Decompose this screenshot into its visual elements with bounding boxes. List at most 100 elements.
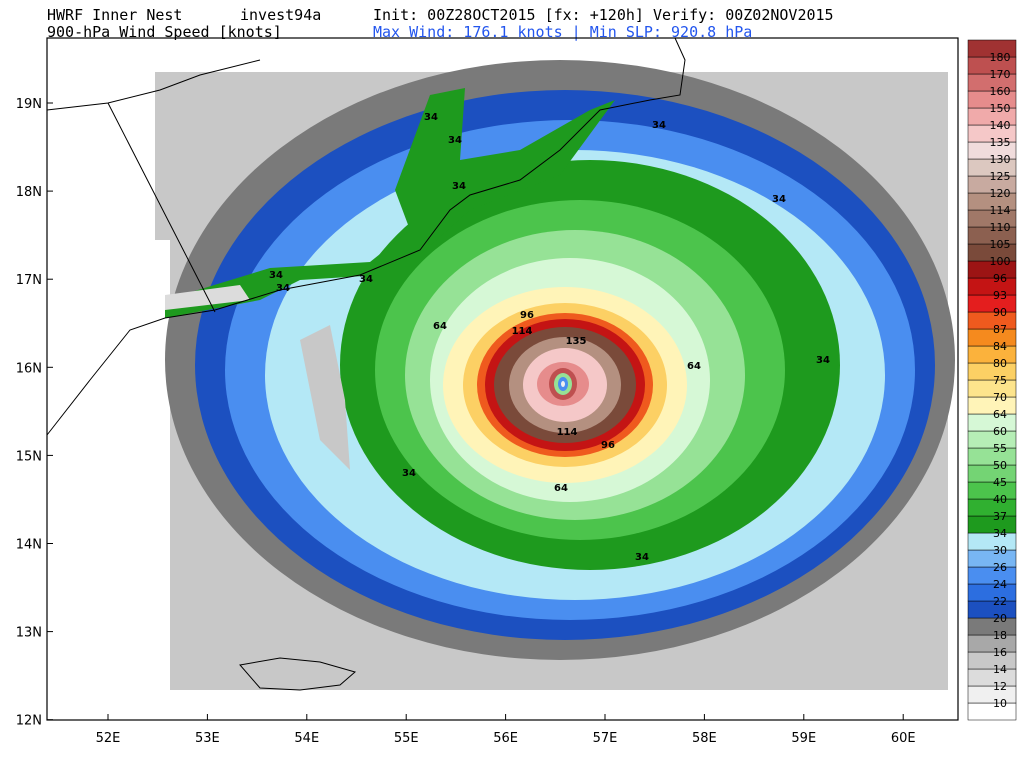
lat-label: 17N: [16, 273, 42, 288]
colorbar-label: 34: [993, 527, 1007, 540]
colorbar-box: [967, 549, 1017, 568]
storm-stats: Max Wind: 176.1 knots | Min SLP: 920.8 h…: [373, 23, 752, 41]
colorbar-label: 24: [993, 578, 1007, 591]
colorbar-label: 18: [993, 629, 1007, 642]
lon-label: 58E: [692, 731, 717, 746]
colorbar-box: [967, 702, 1017, 721]
colorbar-box: [967, 651, 1017, 670]
contour-label: 64: [687, 361, 701, 372]
colorbar-label: 64: [993, 408, 1007, 421]
contour-label: 34: [359, 274, 373, 285]
lon-label: 52E: [96, 731, 121, 746]
contour-label: 96: [520, 310, 534, 321]
colorbar-label: 130: [990, 153, 1011, 166]
coastlines: [46, 37, 686, 691]
colorbar-label: 84: [993, 340, 1007, 353]
colorbar-label: 22: [993, 595, 1007, 608]
colorbar-label: 75: [993, 374, 1007, 387]
colorbar-label: 140: [990, 119, 1011, 132]
contour-label: 114: [557, 427, 578, 438]
colorbar-label: 14: [993, 663, 1007, 676]
lon-label: 60E: [891, 731, 916, 746]
colorbar-box: [967, 600, 1017, 619]
colorbar-label: 170: [990, 68, 1011, 81]
storm-name: invest94a: [240, 6, 321, 24]
lon-label: 57E: [593, 731, 618, 746]
lat-label: 18N: [16, 185, 42, 200]
colorbar-label: 100: [990, 255, 1011, 268]
colorbar-label: 160: [990, 85, 1011, 98]
colorbar-label: 30: [993, 544, 1007, 557]
contour-label: 34: [276, 283, 290, 294]
lon-label: 59E: [791, 731, 816, 746]
colorbar-label: 87: [993, 323, 1007, 336]
colorbar-box: [967, 532, 1017, 551]
contour-label: 34: [402, 468, 416, 479]
colorbar-box: [967, 498, 1017, 517]
colorbar-box: [967, 379, 1017, 398]
colorbar-box: [967, 668, 1017, 687]
lon-label: 56E: [493, 731, 518, 746]
map-frame: [46, 37, 959, 721]
colorbar-box: [967, 413, 1017, 432]
contour-label: 34: [452, 181, 466, 192]
colorbar-box: [967, 311, 1017, 330]
colorbar-box: [967, 566, 1017, 585]
colorbar-label: 40: [993, 493, 1007, 506]
colorbar-label: 93: [993, 289, 1007, 302]
colorbar-label: 110: [990, 221, 1011, 234]
contour-label: 64: [554, 483, 568, 494]
colorbar-label: 55: [993, 442, 1007, 455]
colorbar-label: 70: [993, 391, 1007, 404]
contour-label: 96: [601, 440, 615, 451]
contour-label: 34: [448, 135, 462, 146]
lat-label: 13N: [16, 626, 42, 641]
lon-label: 54E: [294, 731, 319, 746]
contour-label: 135: [566, 336, 587, 347]
map-fill: [155, 60, 955, 690]
contour-label: 34: [635, 552, 649, 563]
colorbar-label: 12: [993, 680, 1007, 693]
colorbar-box: [967, 515, 1017, 534]
colorbar-label: 26: [993, 561, 1007, 574]
colorbar-box: [967, 685, 1017, 704]
gray-streak: [300, 325, 350, 470]
wind-band: [561, 381, 565, 387]
colorbar-box: [967, 396, 1017, 415]
colorbar-label: 50: [993, 459, 1007, 472]
lon-label: 55E: [394, 731, 419, 746]
contour-label: 34: [424, 112, 438, 123]
colorbar-label: 125: [990, 170, 1011, 183]
contour-label: 114: [512, 326, 533, 337]
colorbar-box: [967, 617, 1017, 636]
colorbar-box: [967, 447, 1017, 466]
contour-labels: 34 34 34 34 34 34 34 34 34 34 34 64 64 64 96 96 114 114 13…: [269, 112, 830, 563]
contour-label: 34: [816, 355, 830, 366]
colorbar-box: [967, 464, 1017, 483]
colorbar-label: 120: [990, 187, 1011, 200]
colorbar-box: [967, 634, 1017, 653]
colorbar-box: [967, 430, 1017, 449]
field-name: 900-hPa Wind Speed [knots]: [47, 23, 282, 41]
colorbar-label: 96: [993, 272, 1007, 285]
colorbar-box: [967, 362, 1017, 381]
colorbar-label: 135: [990, 136, 1011, 149]
colorbar-label: 45: [993, 476, 1007, 489]
colorbar-box: [967, 294, 1017, 313]
colorbar-box: [967, 481, 1017, 500]
model-name: HWRF Inner Nest: [47, 6, 182, 24]
colorbar-label: 150: [990, 102, 1011, 115]
colorbar-box: [967, 583, 1017, 602]
colorbar-box: [967, 277, 1017, 296]
colorbar-label: 114: [990, 204, 1011, 217]
contour-label: 34: [269, 270, 283, 281]
colorbar-box: [967, 39, 1017, 58]
contour-label: 64: [433, 321, 447, 332]
lon-label: 53E: [195, 731, 220, 746]
lat-label: 15N: [16, 449, 42, 464]
lat-label: 12N: [16, 714, 42, 729]
colorbar-label: 20: [993, 612, 1007, 625]
lat-label: 14N: [16, 538, 42, 553]
colorbar-box: [967, 345, 1017, 364]
